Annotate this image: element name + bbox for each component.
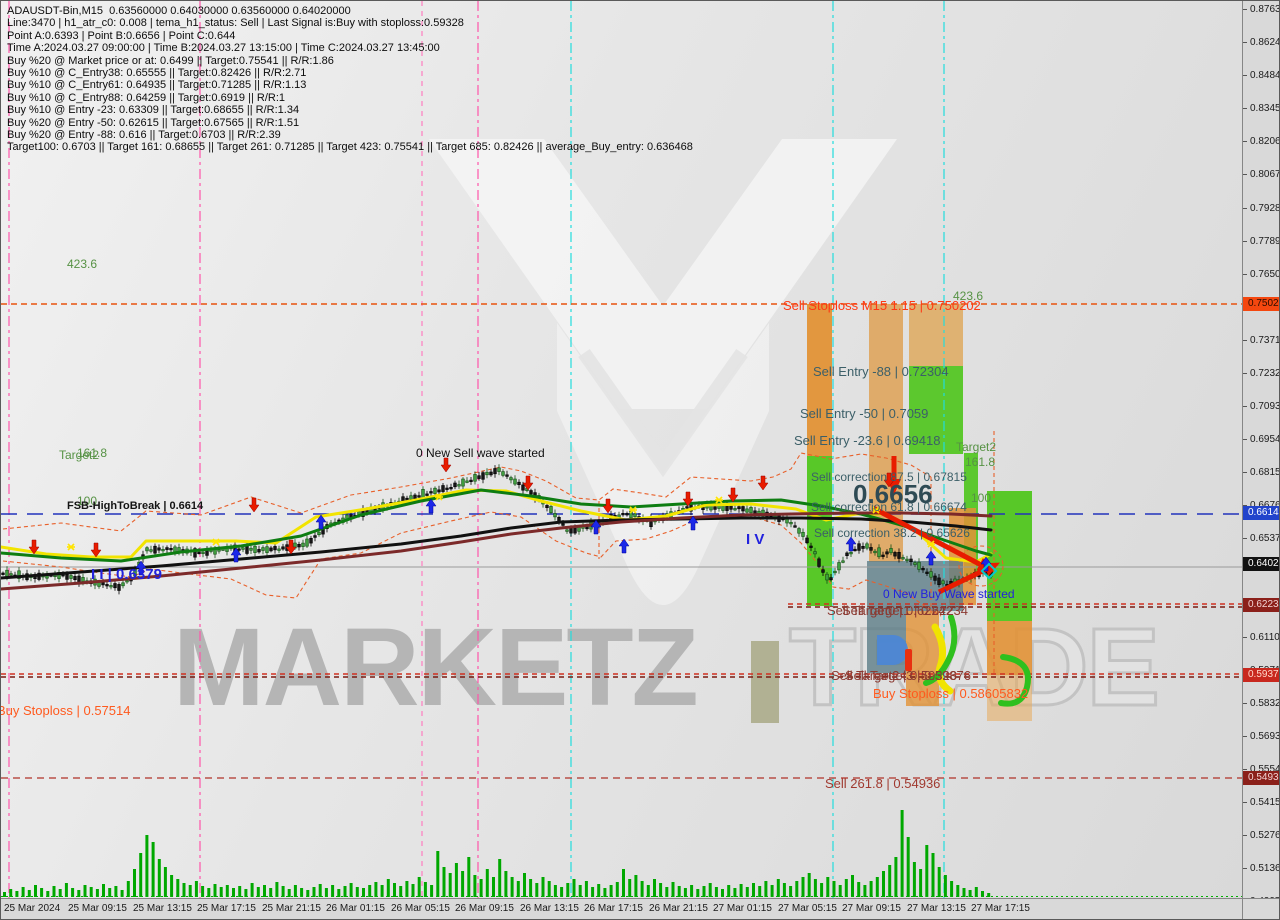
brand-watermark-right: TRADE <box>788 606 1162 729</box>
price-axis-label: 0.68152 <box>1250 467 1279 478</box>
time-axis-label: 27 Mar 13:15 <box>907 903 966 914</box>
brand-watermark-divider <box>751 641 779 723</box>
price-axis-label: 0.69544 <box>1250 434 1279 445</box>
price-axis-tick <box>1243 835 1247 836</box>
price-axis-label: 0.54152 <box>1250 797 1279 808</box>
time-axis-label: 26 Mar 21:15 <box>649 903 708 914</box>
price-axis-tick <box>1243 241 1247 242</box>
price-axis-label: 0.82066 <box>1250 136 1279 147</box>
price-axis-label: 0.61109 <box>1250 632 1280 643</box>
info-line: ADAUSDT-Bin,M15 0.63560000 0.64030000 0.… <box>7 5 351 17</box>
time-axis-label: 25 Mar 2024 <box>4 903 61 914</box>
info-line: Buy %10 @ C_Entry88: 0.64259 || Target:0… <box>7 91 285 104</box>
time-axis-label: 25 Mar 09:15 <box>68 903 127 914</box>
price-axis-tick <box>1243 538 1247 539</box>
info-line: Buy %20 @ Entry -50: 0.62615 || Target:0… <box>7 116 300 129</box>
info-overlay: ADAUSDT-Bin,M15 0.63560000 0.64030000 0.… <box>7 5 693 154</box>
price-axis-tick <box>1243 769 1247 770</box>
time-axis-label: 27 Mar 01:15 <box>713 903 772 914</box>
price-tag: 0.54936 <box>1243 771 1279 785</box>
price-axis-label: 0.76500 <box>1250 269 1279 280</box>
info-line: Target100: 0.6703 || Target 161: 0.68655… <box>7 141 693 154</box>
info-line: Buy %20 @ Market price or at: 0.6499 || … <box>7 54 334 67</box>
price-axis-tick <box>1243 174 1247 175</box>
info-line: Buy %10 @ C_Entry61: 0.64935 || Target:0… <box>7 79 307 92</box>
time-axis-label: 26 Mar 09:15 <box>455 903 514 914</box>
price-axis-tick <box>1243 42 1247 43</box>
price-axis-label: 0.83457 <box>1250 103 1279 114</box>
logo-watermark-icon <box>429 139 897 605</box>
time-axis-label: 25 Mar 21:15 <box>262 903 321 914</box>
info-line: Line:3470 | h1_atr_c0: 0.008 | tema_h1_s… <box>7 17 464 30</box>
info-line: Buy %10 @ Entry -23: 0.63309 || Target:0… <box>7 104 300 117</box>
price-axis-label: 0.80675 <box>1250 169 1279 180</box>
price-axis-label: 0.65370 <box>1250 533 1279 544</box>
price-axis-tick <box>1243 637 1247 638</box>
price-axis-tick <box>1243 472 1247 473</box>
price-axis-tick <box>1243 340 1247 341</box>
price-axis-tick <box>1243 703 1247 704</box>
price-axis-tick <box>1243 802 1247 803</box>
price-axis-tick <box>1243 208 1247 209</box>
price-axis-tick <box>1243 141 1247 142</box>
price-axis-label: 0.55543 <box>1250 764 1279 775</box>
info-line: Point A:0.6393 | Point B:0.6656 | Point … <box>7 29 236 42</box>
price-axis-tick <box>1243 868 1247 869</box>
price-axis-tick <box>1243 9 1247 10</box>
price-axis-tick <box>1243 736 1247 737</box>
price-axis-label: 0.73718 <box>1250 335 1279 346</box>
price-axis-tick <box>1243 274 1247 275</box>
time-axis-label: 26 Mar 05:15 <box>391 903 450 914</box>
price-axis-label: 0.56935 <box>1250 731 1279 742</box>
chart-background: MARKETZ TRADE <box>1 1 1242 898</box>
price-axis-label: 0.72326 <box>1250 368 1279 379</box>
price-tag: 0.75020 <box>1243 297 1279 311</box>
price-axis-label: 0.79283 <box>1250 203 1279 214</box>
info-line: Buy %10 @ C_Entry38: 0.65555 || Target:0… <box>7 67 307 80</box>
time-axis-label: 26 Mar 01:15 <box>326 903 385 914</box>
price-axis[interactable]: 0.87631 0.86240 0.84848 0.83457 0.82066 0.806… <box>1242 1 1280 907</box>
price-axis-label: 0.87631 <box>1250 4 1279 15</box>
price-axis-label: 0.84848 <box>1250 70 1279 81</box>
price-axis-tick <box>1243 373 1247 374</box>
time-axis-label: 27 Mar 05:15 <box>778 903 837 914</box>
time-axis-label: 25 Mar 17:15 <box>197 903 256 914</box>
time-axis-label: 25 Mar 13:15 <box>133 903 192 914</box>
time-axis-label: 26 Mar 17:15 <box>584 903 643 914</box>
time-axis-label: 27 Mar 09:15 <box>842 903 901 914</box>
price-axis-tick <box>1243 439 1247 440</box>
chart-canvas[interactable] <box>1 1 1242 898</box>
time-axis-label: 27 Mar 17:15 <box>971 903 1030 914</box>
price-axis-label: 0.86240 <box>1250 37 1279 48</box>
axis-corner <box>1242 898 1279 919</box>
price-axis-tick <box>1243 75 1247 76</box>
info-line: Time A:2024.03.27 09:00:00 | Time B:2024… <box>7 42 440 55</box>
price-axis-label: 0.51369 <box>1250 863 1279 874</box>
time-axis-label: 26 Mar 13:15 <box>520 903 579 914</box>
price-axis-label: 0.77892 <box>1250 236 1279 247</box>
price-axis-label: 0.70935 <box>1250 401 1279 412</box>
brand-watermark-left: MARKETZ <box>173 606 699 729</box>
price-axis-tick <box>1243 505 1247 506</box>
price-axis-label: 0.66761 <box>1250 500 1279 511</box>
price-tag: 0.64020 <box>1243 557 1279 571</box>
price-axis-label: 0.52761 <box>1250 830 1279 841</box>
price-axis-tick <box>1243 108 1247 109</box>
price-tag: 0.62234 <box>1243 598 1279 612</box>
time-axis[interactable]: 25 Mar 2024 25 Mar 09:15 25 Mar 13:15 25 Ma… <box>1 898 1242 919</box>
price-axis-tick <box>1243 406 1247 407</box>
price-axis-label: 0.58326 <box>1250 698 1279 709</box>
price-tag: 0.59376 <box>1243 668 1279 682</box>
info-line: Buy %20 @ Entry -88: 0.616 || Target:0.6… <box>7 129 281 142</box>
